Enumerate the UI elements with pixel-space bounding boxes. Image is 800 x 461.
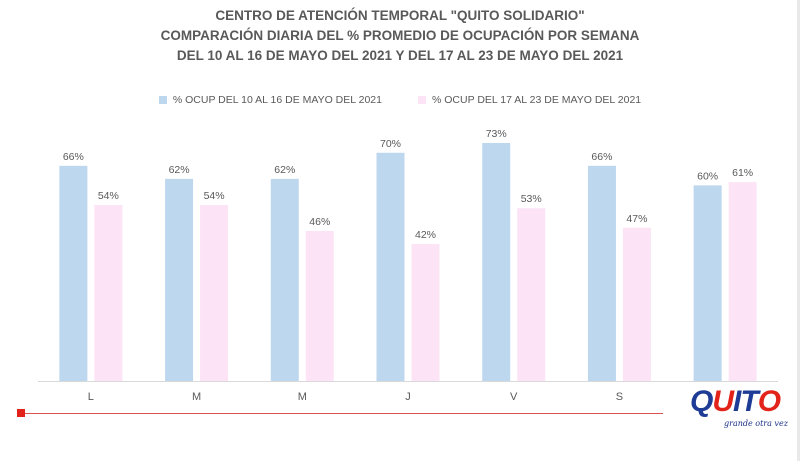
logo-letter: U xyxy=(712,385,734,418)
logo-letter: T xyxy=(740,385,758,418)
bar-series-1 xyxy=(376,152,405,381)
bar-series-1 xyxy=(270,178,299,381)
data-label-series-1: 60% xyxy=(697,170,718,182)
bar-series-2 xyxy=(517,208,546,381)
logo-tagline: grande otra vez xyxy=(724,419,788,428)
legend-swatch-series-1 xyxy=(158,96,167,104)
legend-swatch-series-2 xyxy=(418,96,426,104)
bar-series-1 xyxy=(693,185,722,381)
category-label: M xyxy=(192,391,201,403)
bar-series-1 xyxy=(59,165,88,381)
bar-series-2 xyxy=(411,244,440,381)
bar-series-2 xyxy=(622,227,651,381)
footer-divider xyxy=(21,413,663,414)
footer-marker xyxy=(17,409,25,417)
data-label-series-1: 66% xyxy=(591,151,612,163)
legend-label-series-1: % OCUP DEL 10 AL 16 DE MAYO DEL 2021 xyxy=(172,94,382,106)
data-label-series-2: 46% xyxy=(309,216,330,228)
bar-series-2 xyxy=(94,204,123,381)
data-label-series-2: 54% xyxy=(98,190,119,202)
category-label: M xyxy=(298,391,307,403)
logo-letter: Q xyxy=(690,385,713,418)
data-label-series-1: 66% xyxy=(63,151,84,163)
data-label-series-1: 62% xyxy=(169,164,190,176)
chart-legend: % OCUP DEL 10 AL 16 DE MAYO DEL 2021 % O… xyxy=(0,94,800,106)
legend-item-series-2: % OCUP DEL 17 AL 23 DE MAYO DEL 2021 xyxy=(418,94,641,106)
title-line-2: COMPARACIÓN DIARIA DEL % PROMEDIO DE OCU… xyxy=(160,28,640,43)
frame-edge xyxy=(797,0,800,461)
logo-letter: O xyxy=(757,385,781,418)
title-line-1: CENTRO DE ATENCIÓN TEMPORAL "QUITO SOLID… xyxy=(215,8,585,23)
data-label-series-2: 61% xyxy=(732,167,753,179)
legend-item-series-1: % OCUP DEL 10 AL 16 DE MAYO DEL 2021 xyxy=(158,94,382,106)
title-line-3: DEL 10 AL 16 DE MAYO DEL 2021 Y DEL 17 A… xyxy=(176,48,624,63)
data-label-series-1: 62% xyxy=(274,164,295,176)
bar-series-1 xyxy=(587,165,616,381)
legend-label-series-2: % OCUP DEL 17 AL 23 DE MAYO DEL 2021 xyxy=(432,94,642,106)
bar-series-2 xyxy=(200,204,229,381)
category-label: S xyxy=(616,391,623,403)
bar-series-2 xyxy=(305,231,334,381)
category-label: L xyxy=(88,391,94,403)
bar-series-2 xyxy=(728,182,757,381)
chart-title: CENTRO DE ATENCIÓN TEMPORAL "QUITO SOLID… xyxy=(0,6,800,66)
data-label-series-2: 42% xyxy=(415,229,436,241)
data-label-series-2: 47% xyxy=(626,213,647,225)
category-label: J xyxy=(405,391,411,403)
data-label-series-1: 70% xyxy=(380,138,401,150)
data-label-series-2: 53% xyxy=(521,193,542,205)
bar-series-1 xyxy=(482,143,511,381)
data-label-series-2: 54% xyxy=(204,190,225,202)
bar-series-1 xyxy=(165,178,194,381)
logo-letter: I xyxy=(733,385,741,418)
data-label-series-1: 73% xyxy=(486,128,507,140)
category-label: V xyxy=(510,391,518,403)
